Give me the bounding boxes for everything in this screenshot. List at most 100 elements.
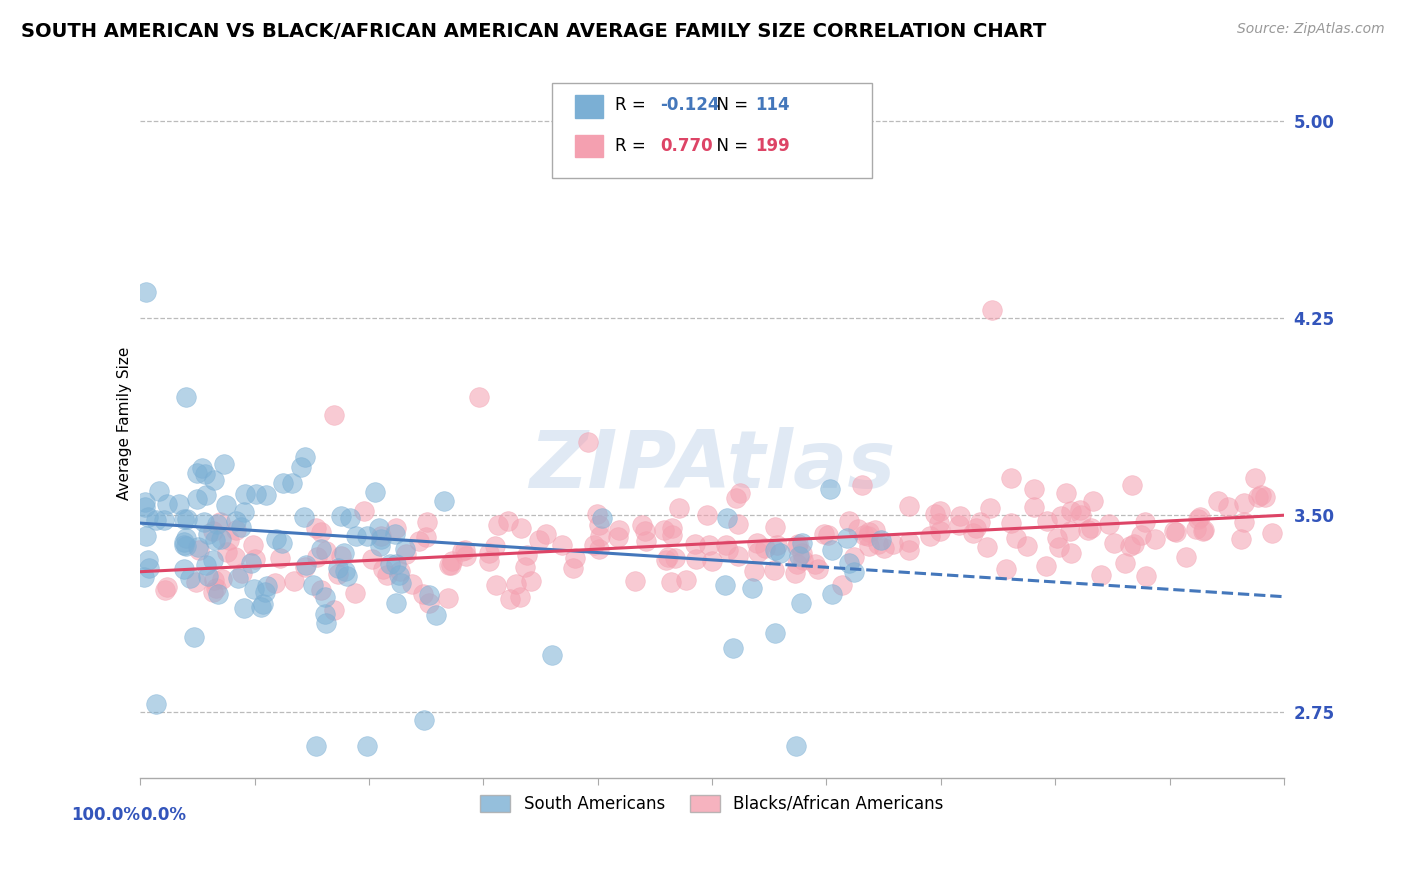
Point	[183, 631, 205, 645]
Point	[1243, 471, 1265, 485]
Point	[1175, 549, 1198, 564]
Point	[188, 543, 211, 558]
Point	[263, 576, 285, 591]
Point	[792, 552, 814, 566]
Point	[401, 577, 423, 591]
Point	[197, 526, 219, 541]
Text: R =: R =	[614, 96, 651, 114]
Point	[218, 533, 240, 548]
Point	[747, 535, 769, 549]
Point	[264, 533, 287, 547]
Point	[1233, 515, 1256, 529]
Point	[252, 597, 274, 611]
Point	[1119, 539, 1142, 553]
Point	[436, 591, 458, 605]
Point	[454, 543, 477, 558]
Point	[520, 574, 543, 589]
Point	[838, 515, 860, 529]
Point	[821, 587, 844, 601]
Point	[763, 542, 786, 557]
Point	[995, 562, 1018, 576]
Point	[384, 527, 406, 541]
Point	[696, 508, 718, 523]
Point	[652, 523, 675, 537]
Point	[394, 541, 416, 556]
Point	[1135, 568, 1157, 582]
Point	[842, 565, 865, 579]
Point	[965, 521, 987, 535]
Point	[305, 739, 328, 754]
Point	[1024, 500, 1046, 514]
Point	[727, 516, 749, 531]
Point	[588, 542, 610, 557]
Point	[664, 550, 686, 565]
Point	[179, 571, 201, 585]
Point	[634, 524, 657, 538]
Point	[979, 500, 1001, 515]
Point	[194, 558, 217, 573]
Point	[591, 511, 613, 525]
Point	[370, 532, 392, 546]
Point	[167, 497, 190, 511]
Text: N =: N =	[706, 136, 754, 155]
Point	[1098, 516, 1121, 531]
Point	[353, 504, 375, 518]
Point	[1036, 514, 1059, 528]
Text: N =: N =	[706, 96, 754, 114]
Point	[856, 528, 879, 542]
Text: 199: 199	[755, 136, 790, 155]
Point	[817, 528, 839, 542]
Point	[564, 551, 586, 566]
Point	[245, 551, 267, 566]
Point	[873, 541, 896, 555]
Point	[145, 513, 167, 527]
Point	[294, 560, 316, 574]
Point	[838, 557, 860, 571]
Point	[433, 493, 456, 508]
Point	[1050, 508, 1073, 523]
Point	[418, 588, 440, 602]
Point	[209, 515, 232, 529]
Point	[186, 466, 208, 480]
Point	[1035, 558, 1057, 573]
Point	[842, 549, 865, 564]
Point	[416, 515, 439, 529]
Point	[717, 542, 740, 557]
Point	[661, 575, 683, 590]
Point	[700, 554, 723, 568]
Point	[323, 603, 346, 617]
Point	[389, 576, 412, 591]
Point	[1185, 522, 1208, 536]
Point	[1191, 524, 1213, 538]
Point	[412, 713, 434, 727]
Point	[1102, 536, 1125, 550]
Point	[360, 552, 382, 566]
Point	[380, 558, 402, 572]
Text: 0.0%: 0.0%	[141, 806, 186, 824]
Point	[716, 511, 738, 525]
Point	[516, 548, 538, 562]
Point	[783, 566, 806, 581]
Point	[228, 570, 250, 584]
Point	[270, 536, 292, 550]
Point	[588, 529, 610, 543]
Point	[451, 544, 474, 558]
Point	[863, 523, 886, 537]
Point	[148, 483, 170, 498]
Point	[484, 539, 506, 553]
Point	[1230, 533, 1253, 547]
Point	[976, 540, 998, 554]
Point	[375, 568, 398, 582]
Point	[1250, 488, 1272, 502]
Point	[1060, 504, 1083, 518]
Point	[478, 546, 501, 560]
Point	[314, 591, 336, 605]
Point	[1090, 567, 1112, 582]
Point	[742, 564, 765, 578]
Point	[509, 590, 531, 604]
Text: -0.124: -0.124	[661, 96, 720, 114]
Point	[134, 529, 156, 543]
Point	[294, 450, 316, 464]
Point	[314, 607, 336, 621]
Point	[145, 698, 167, 712]
